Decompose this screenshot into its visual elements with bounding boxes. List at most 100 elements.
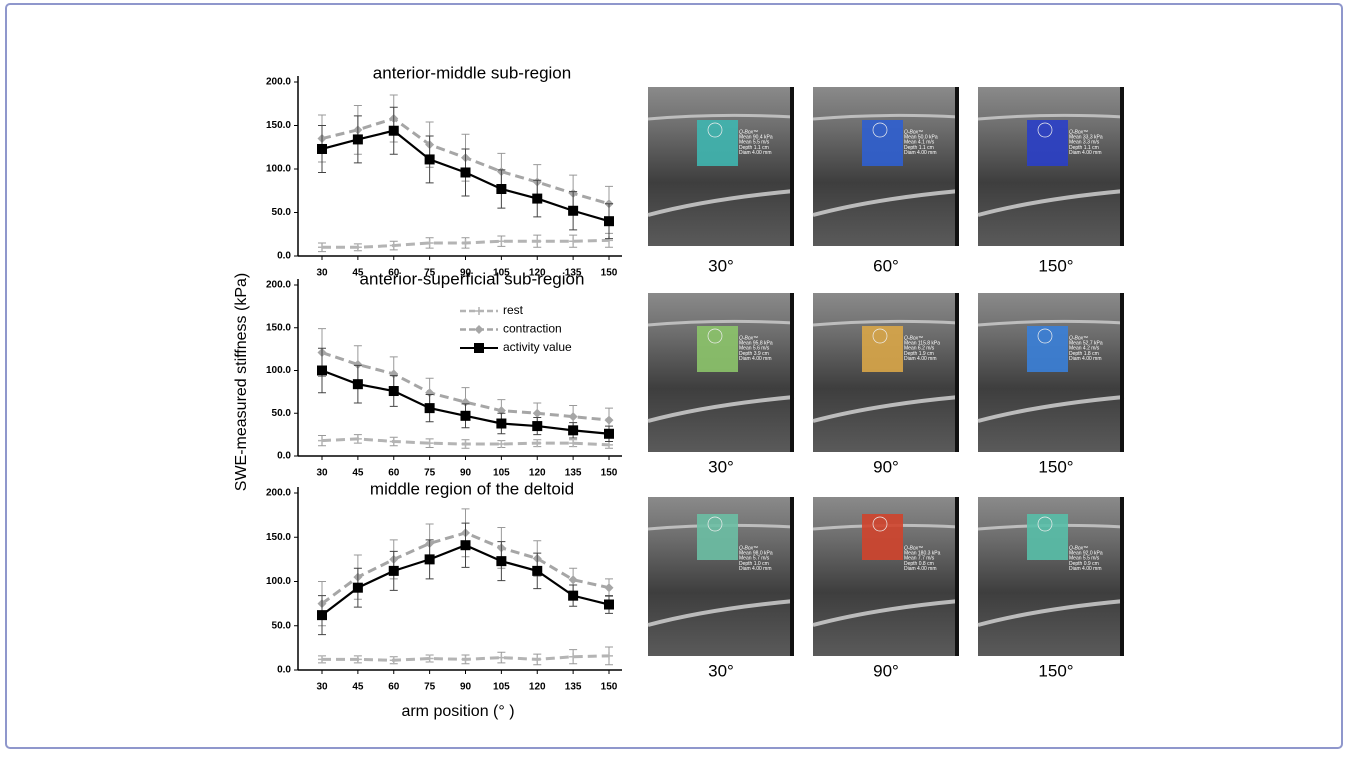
marker-square: [568, 590, 579, 601]
chart-title: anterior-superficial sub-region: [360, 269, 585, 288]
elastography-box: [862, 326, 903, 372]
x-tick-label: 90: [460, 468, 472, 479]
tissue-band: [977, 319, 1125, 327]
marker-plus: [533, 237, 542, 246]
elastography-box: [697, 326, 738, 372]
tissue-band: [812, 395, 960, 423]
q-box-text: Depth 1.1 cm: [739, 145, 769, 151]
x-tick-label: 135: [565, 268, 582, 279]
legend-label: activity value: [503, 340, 572, 354]
q-box-text: Mean 6.2 m/s: [904, 346, 935, 352]
marker-square: [568, 425, 579, 436]
q-box-text: Mean 5.7 m/s: [739, 556, 770, 562]
x-tick-label: 120: [529, 468, 546, 479]
y-tick-label: 200.0: [266, 77, 291, 88]
tissue-band: [977, 395, 1125, 423]
angle-label: 90°: [873, 661, 899, 680]
angle-label: 150°: [1038, 661, 1073, 680]
marker-square: [496, 556, 507, 567]
q-box-text: Mean 50.0 kPa: [904, 135, 938, 141]
q-box-circle: [707, 516, 723, 532]
x-tick-label: 120: [529, 682, 546, 693]
chart-title: middle region of the deltoid: [370, 479, 574, 498]
q-box-text: Mean 52.7 kPa: [1069, 341, 1103, 347]
q-box-text: Depth 1.8 cm: [1069, 351, 1099, 357]
image-background: [648, 293, 794, 452]
marker-plus: [353, 243, 362, 252]
x-tick-label: 45: [352, 682, 364, 693]
marker-square: [604, 428, 614, 439]
marker-square: [460, 410, 471, 421]
image-edge: [955, 293, 959, 452]
marker-square: [424, 403, 435, 414]
q-box-text: Mean 98.0 kPa: [739, 551, 773, 557]
x-tick-label: 90: [460, 682, 472, 693]
q-box-text: Q-Box™: [904, 545, 923, 551]
marker-diamond: [425, 388, 435, 398]
elastography-box: [1027, 326, 1068, 372]
q-box-text: Diam 4.00 mm: [1069, 566, 1102, 572]
marker-plus: [461, 238, 470, 247]
marker-plus: [389, 656, 398, 665]
marker-plus: [318, 436, 326, 445]
marker-plus: [533, 439, 542, 448]
marker-diamond: [604, 415, 614, 425]
x-tick-label: 30: [316, 268, 328, 279]
q-box-text: Diam 4.00 mm: [904, 566, 937, 572]
q-box-text: Mean 4.2 m/s: [1069, 346, 1100, 352]
tissue-band: [647, 395, 795, 423]
marker-plus: [425, 238, 434, 247]
marker-diamond: [568, 575, 578, 585]
legend-label: contraction: [503, 322, 562, 336]
marker-plus: [389, 437, 398, 446]
angle-label: 30°: [708, 256, 734, 275]
y-tick-label: 100.0: [266, 365, 291, 376]
x-tick-label: 60: [388, 682, 400, 693]
marker-plus: [497, 653, 506, 662]
marker-square: [388, 386, 399, 397]
marker-square: [317, 610, 327, 621]
marker-square: [424, 554, 435, 565]
marker-plus: [353, 434, 362, 443]
marker-plus: [461, 655, 470, 664]
image-background: [813, 87, 959, 246]
marker-square: [424, 154, 435, 165]
marker-square: [496, 418, 507, 429]
y-tick-label: 50.0: [272, 207, 292, 218]
y-tick-label: 200.0: [266, 488, 291, 499]
x-tick-label: 105: [493, 268, 510, 279]
elastography-box: [862, 514, 903, 560]
angle-label: 30°: [708, 457, 734, 476]
marker-square: [604, 216, 614, 227]
image-edge: [1120, 497, 1124, 656]
x-tick-label: 135: [565, 468, 582, 479]
marker-plus: [353, 655, 362, 664]
x-tick-label: 105: [493, 468, 510, 479]
tissue-band: [812, 599, 960, 627]
marker-plus: [569, 652, 578, 661]
x-tick-label: 90: [460, 268, 472, 279]
q-box-text: Q-Box™: [739, 545, 758, 551]
marker-plus: [318, 655, 326, 664]
marker-square: [604, 599, 614, 610]
q-box-text: Mean 90.4 kPa: [739, 135, 773, 141]
tissue-band: [812, 319, 960, 327]
elastography-box: [697, 120, 738, 166]
y-tick-label: 50.0: [272, 408, 292, 419]
q-box-text: Depth 1.9 cm: [904, 351, 934, 357]
tissue-band: [812, 189, 960, 217]
angle-label: 60°: [873, 256, 899, 275]
q-box-text: Q-Box™: [1069, 545, 1088, 551]
marker-plus: [605, 651, 613, 660]
q-box-text: Mean 3.3 m/s: [1069, 140, 1100, 146]
marker-plus: [461, 440, 470, 449]
q-box-text: Mean 5.5 m/s: [1069, 556, 1100, 562]
image-background: [978, 87, 1124, 246]
image-background: [978, 293, 1124, 452]
